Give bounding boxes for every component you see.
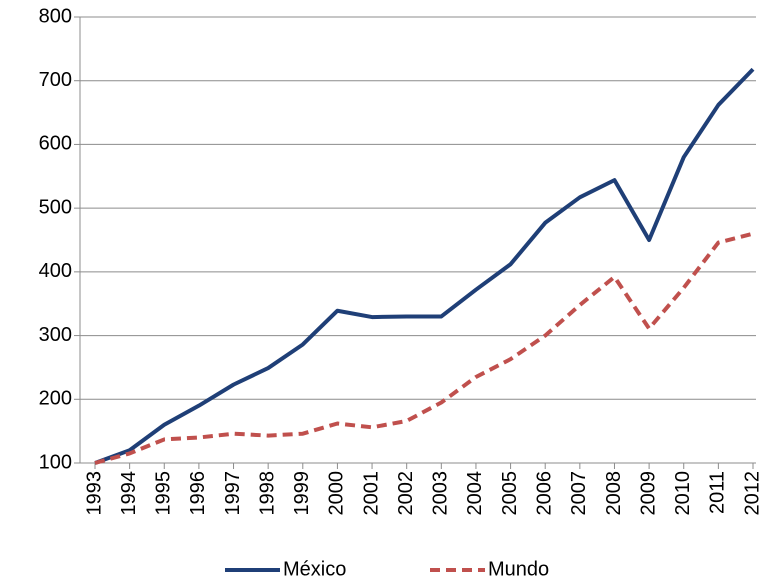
x-tick-label: 2003 bbox=[430, 471, 452, 516]
x-tick-label: 1993 bbox=[83, 471, 105, 516]
x-tick-label: 1997 bbox=[222, 471, 244, 516]
x-tick-label: 2006 bbox=[533, 471, 555, 516]
x-tick-label: 2005 bbox=[499, 471, 521, 516]
legend-label: México bbox=[283, 558, 346, 580]
y-tick-label: 600 bbox=[39, 133, 72, 155]
x-tick-label: 2007 bbox=[568, 471, 590, 516]
x-tick-label: 2008 bbox=[603, 471, 625, 516]
x-tick-label: 1996 bbox=[187, 471, 209, 516]
y-tick-label: 800 bbox=[39, 5, 72, 27]
x-tick-label: 2010 bbox=[672, 471, 694, 516]
x-tick-label: 2001 bbox=[360, 471, 382, 516]
x-tick-label: 2004 bbox=[464, 471, 486, 516]
y-tick-label: 500 bbox=[39, 196, 72, 218]
x-tick-label: 1995 bbox=[153, 471, 175, 516]
legend-label: Mundo bbox=[488, 558, 549, 580]
x-tick-label: 1998 bbox=[256, 471, 278, 516]
y-tick-label: 700 bbox=[39, 69, 72, 91]
x-tick-label: 2011 bbox=[707, 471, 729, 514]
x-tick-label: 2012 bbox=[741, 471, 762, 516]
x-tick-label: 1994 bbox=[118, 471, 140, 516]
y-tick-label: 400 bbox=[39, 260, 72, 282]
y-tick-label: 100 bbox=[39, 451, 72, 473]
y-tick-label: 200 bbox=[39, 388, 72, 410]
y-tick-label: 300 bbox=[39, 324, 72, 346]
x-tick-label: 2002 bbox=[395, 471, 417, 516]
series-line bbox=[94, 231, 754, 465]
x-tick-label: 1999 bbox=[291, 471, 313, 516]
x-tick-label: 2000 bbox=[326, 471, 348, 516]
series-line bbox=[94, 67, 755, 465]
x-tick-label: 2009 bbox=[637, 471, 659, 516]
